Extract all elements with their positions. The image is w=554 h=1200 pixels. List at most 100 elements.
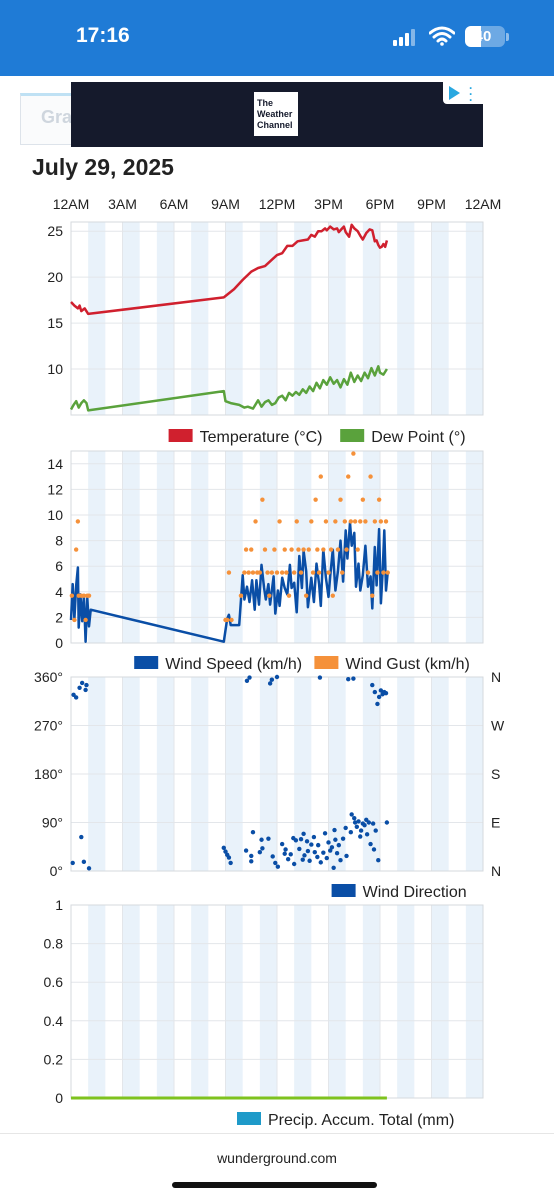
y-tick-label: 1 (55, 897, 63, 913)
wind-direction-point (343, 825, 348, 831)
wind-direction-point (228, 860, 233, 866)
wind-direction-point (274, 674, 280, 680)
y-tick-label: 0.6 (44, 974, 64, 990)
wind-direction-point (291, 861, 297, 867)
hour-band (225, 905, 243, 1098)
y-tick-label: 0° (50, 863, 63, 879)
y-tick-label: 2 (55, 609, 63, 625)
y-tick-label: 8 (55, 533, 63, 549)
wind-direction-point (351, 676, 356, 681)
battery-cap (506, 33, 509, 41)
legend-label: Dew Point (°) (371, 429, 465, 446)
y-tick-label: 12 (47, 481, 63, 497)
wind-gust-point (310, 570, 316, 575)
y-tick-label: 270° (34, 718, 63, 734)
y2-tick-label: N (491, 669, 501, 685)
wind-direction-point (70, 860, 75, 866)
wind-direction-point (257, 849, 263, 855)
hour-band (294, 905, 312, 1098)
y-tick-label: 0 (55, 1090, 63, 1106)
hour-band (225, 451, 243, 643)
ad-choices-icon[interactable]: · · · (443, 81, 483, 107)
wind-direction-point (376, 694, 382, 700)
wind-direction-point (333, 837, 338, 842)
wind-gust-point (83, 617, 88, 623)
hour-band (328, 222, 346, 415)
wifi-icon (429, 26, 455, 46)
weather-channel-logo: The Weather Channel (254, 92, 298, 136)
y-tick-label: 10 (47, 361, 63, 377)
wind-direction-point (249, 853, 254, 859)
wind-gust-point (296, 547, 301, 552)
logo-line-1: The (257, 98, 274, 108)
wind-gust-point (313, 497, 318, 502)
wind-direction-point (260, 846, 265, 851)
wind-direction-point (354, 824, 360, 830)
wind-direction-point (336, 842, 341, 848)
hour-band (431, 451, 449, 643)
battery-level: 40 (474, 28, 492, 45)
wind-direction-point (348, 830, 354, 835)
wind-gust-point (321, 547, 326, 552)
y2-tick-label: E (491, 815, 500, 831)
wind-gust-point (378, 519, 384, 524)
y-tick-label: 0.4 (44, 1013, 64, 1029)
wind-direction-point (79, 680, 85, 686)
y-tick-label: 15 (47, 315, 63, 331)
wind-direction-point (329, 845, 335, 850)
wind-direction-point (332, 827, 337, 833)
wind-gust-point (342, 519, 348, 524)
hour-band (431, 905, 449, 1098)
hour-band (397, 905, 415, 1098)
wind-gust-point (238, 593, 244, 598)
wind-direction-point (370, 821, 376, 826)
page-title: July 29, 2025 (32, 154, 174, 180)
y-tick-label: 10 (47, 507, 63, 523)
wind-gust-point (385, 570, 390, 575)
y-tick-label: 90° (42, 815, 63, 831)
footer-domain[interactable]: wunderground.com (217, 1150, 337, 1166)
wind-direction-point (83, 687, 88, 693)
hour-band (122, 905, 140, 1098)
wind-direction-point (73, 695, 79, 700)
hour-band (362, 451, 380, 643)
x-tick-label: 9PM (417, 196, 446, 212)
ad-banner[interactable]: The Weather Channel · · · (71, 82, 483, 147)
legend-swatch (340, 429, 365, 442)
wind-gust-point (323, 519, 329, 524)
x-tick-label: 6AM (160, 196, 189, 212)
wind-gust-point (249, 547, 254, 552)
wind-direction-point (304, 839, 310, 844)
wind-gust-point (253, 519, 258, 524)
hour-band (156, 451, 174, 643)
hour-band (397, 222, 415, 415)
wind-gust-point (291, 570, 297, 575)
wind-gust-point (301, 547, 306, 552)
status-time: 17:16 (76, 24, 130, 47)
wind-direction-point (315, 854, 320, 860)
hour-band (156, 222, 174, 415)
wind-direction-point (362, 822, 367, 828)
y-tick-label: 25 (47, 223, 63, 239)
status-bar: 17:16 40 (0, 0, 554, 76)
wind-direction-point (309, 842, 314, 847)
wind-gust-point (335, 547, 341, 552)
wind-gust-point (72, 617, 77, 623)
wind-gust-point (225, 617, 230, 623)
logo-line-2: Weather (257, 109, 293, 119)
wind-gust-point (298, 570, 304, 575)
hour-band (294, 451, 312, 643)
wind-gust-point (318, 474, 323, 479)
wind-gust-point (368, 474, 373, 479)
wind-direction-point (226, 855, 232, 860)
wind-gust-point (272, 547, 277, 552)
wind-direction-point (321, 850, 326, 855)
ad-menu-icon[interactable]: · · · (469, 81, 473, 107)
wind-gust-point (383, 519, 389, 524)
wind-direction-point (338, 858, 343, 863)
wind-direction-point (358, 828, 364, 833)
y2-tick-label: N (491, 863, 501, 879)
wind-gust-point (328, 547, 334, 552)
wind-gust-point (75, 519, 81, 524)
wind-speed-line (69, 521, 389, 643)
